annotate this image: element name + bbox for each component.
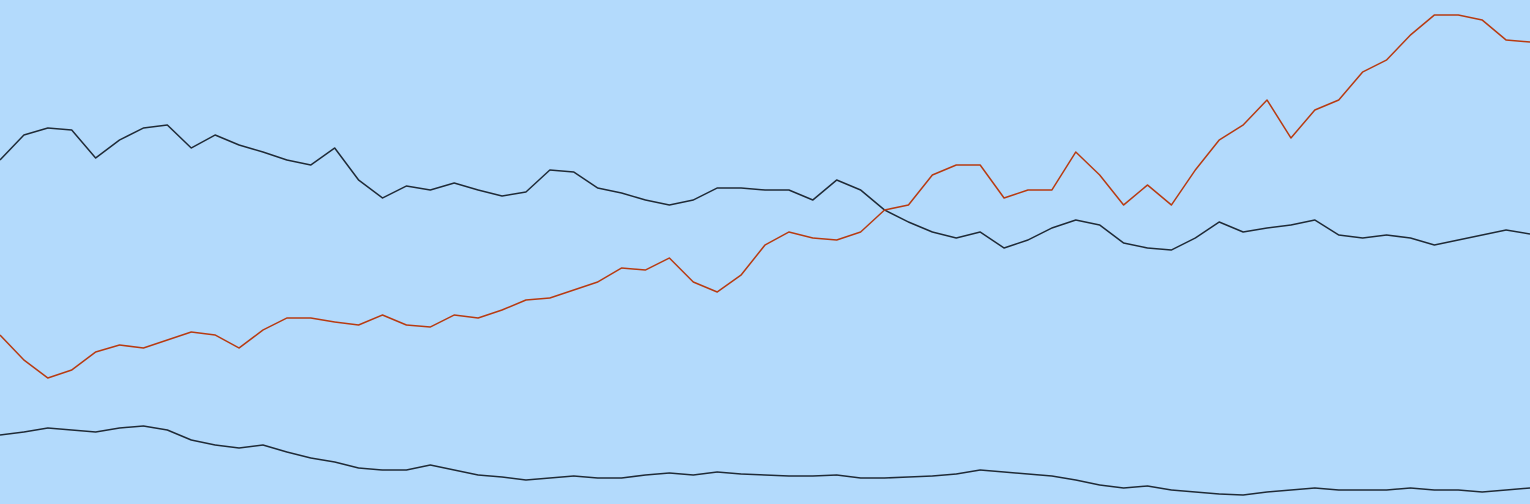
line-series bbox=[0, 14, 1530, 379]
line-series bbox=[0, 124, 1530, 251]
line-series bbox=[0, 425, 1530, 496]
